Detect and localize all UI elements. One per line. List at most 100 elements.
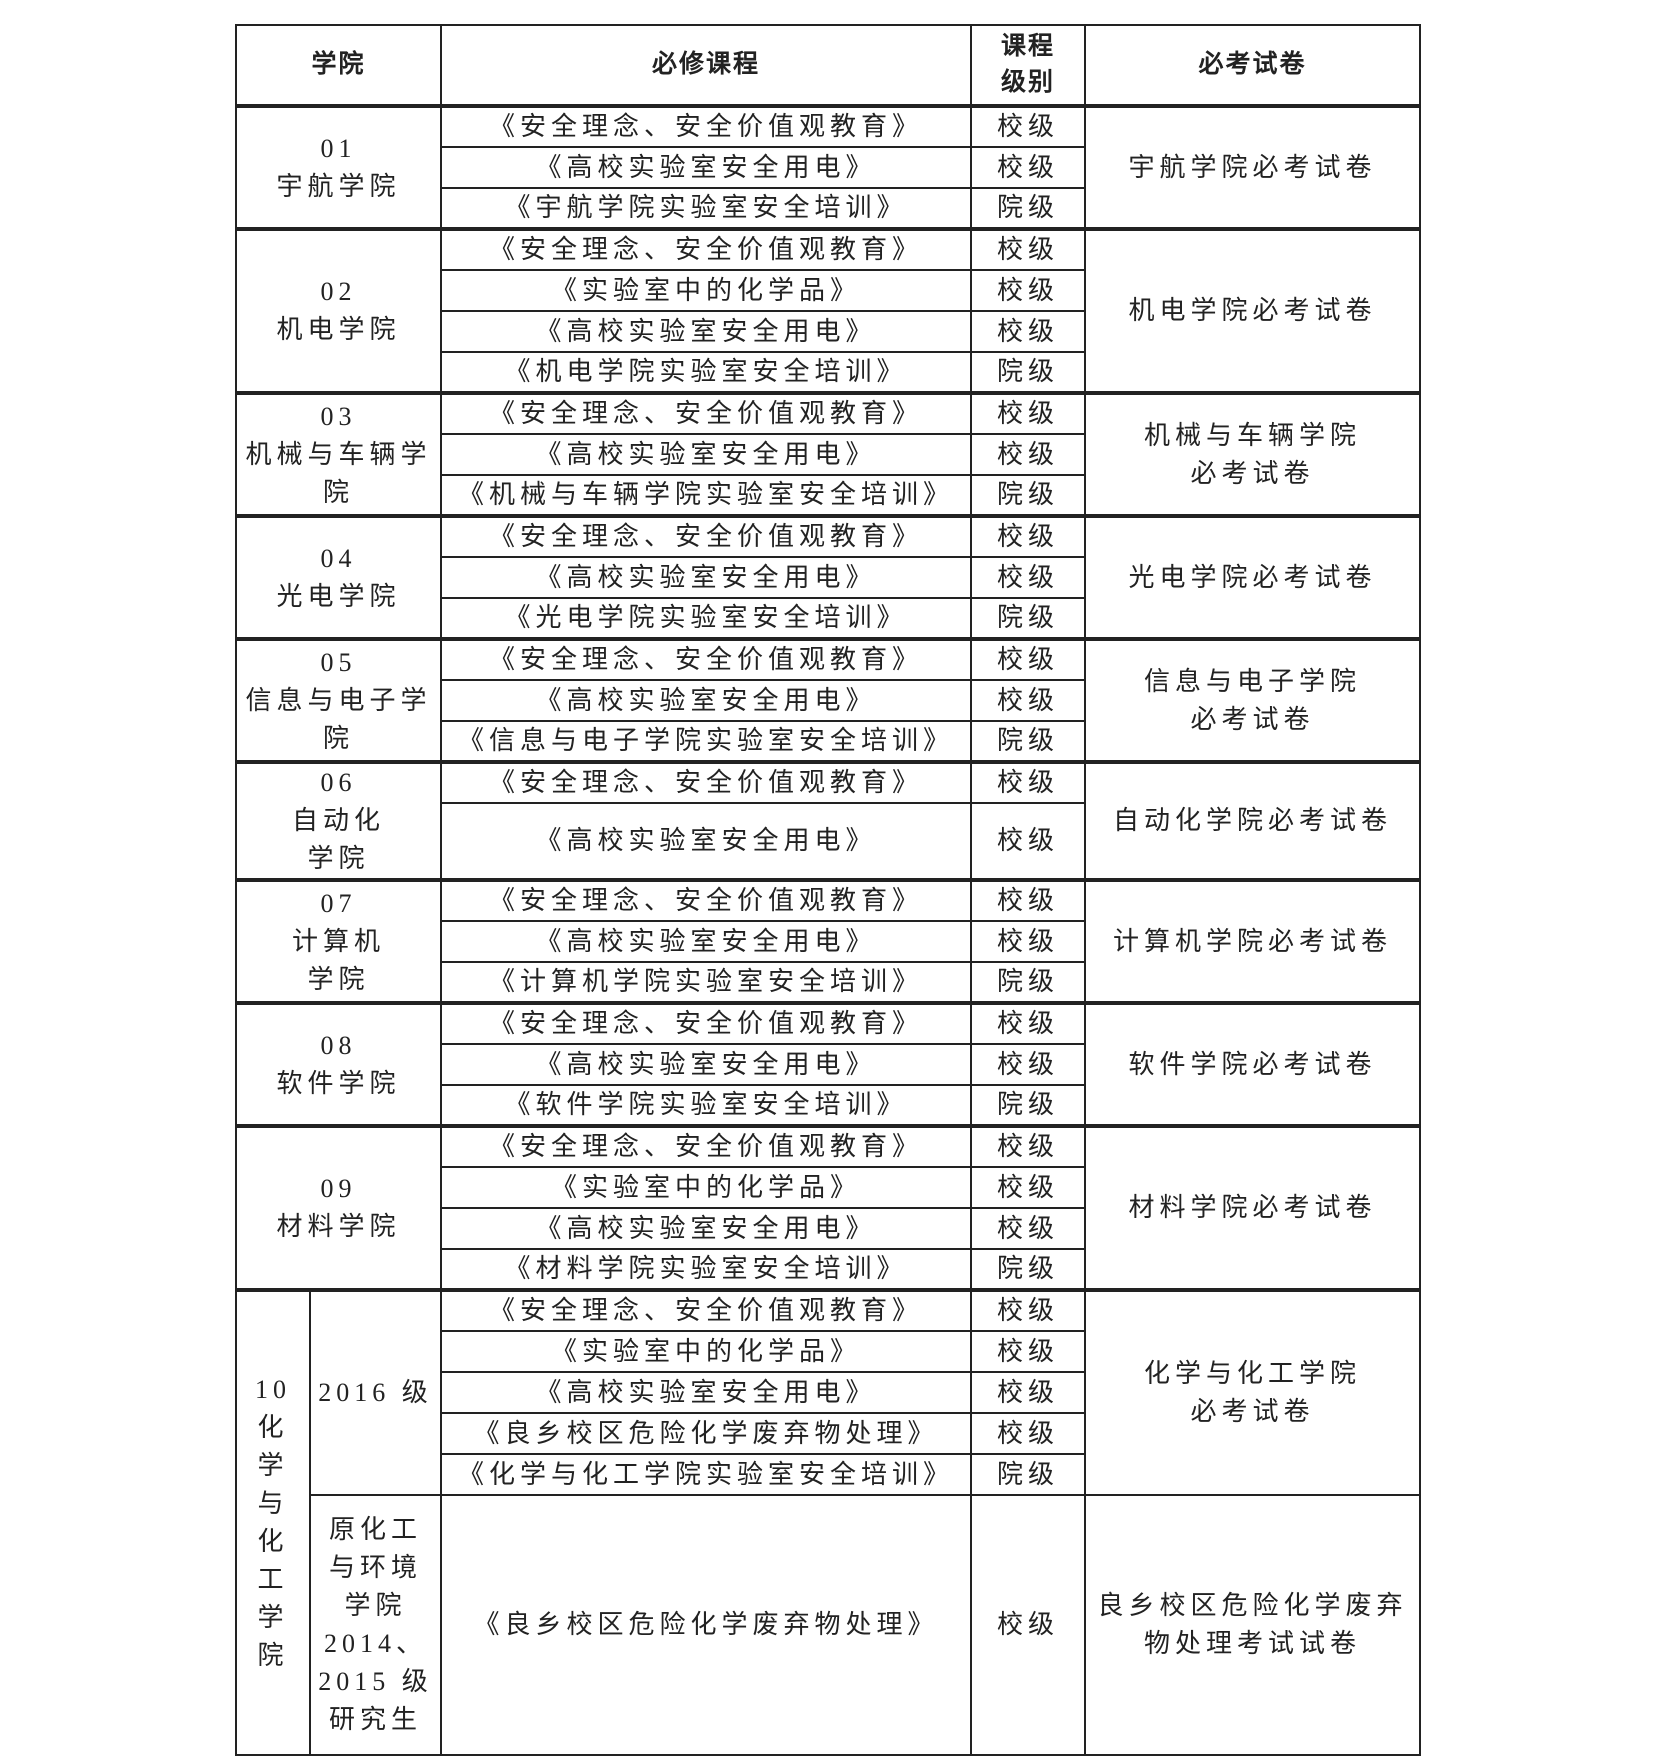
level-cell: 校级 [970,1124,1087,1168]
exam-cell: 良乡校区危险化学废弃 物处理考试试卷 [1084,1494,1422,1756]
college-name: 院 [323,723,355,753]
course-level: 院级 [997,1254,1060,1283]
course-level: 院级 [997,726,1060,755]
college-name: 与 [257,1489,289,1518]
course-level: 校级 [997,112,1060,141]
header-text: 必考试卷 [1198,51,1307,78]
course-name: 《安全理念、安全价值观教育》 [489,886,924,915]
exam-cell: 信息与电子学院 必考试卷 [1084,637,1422,763]
course-cell: 《安全理念、安全价值观教育》 [440,227,973,271]
course-name: 《高校实验室安全用电》 [535,1049,877,1079]
course-row: 03 机械与车辆学院《安全理念、安全价值观教育》 校级 机械与车辆学院 必考试卷 [234,391,1422,517]
course-level: 校级 [997,826,1060,855]
course-name: 《高校实验室安全用电》 [535,562,877,592]
level-cell: 校级 [970,1288,1087,1332]
college-cell: 02 机电学院 [234,227,443,394]
course-cell: 《宇航学院实验室安全培训》 [440,187,973,230]
course-name: 《高校实验室安全用电》 [535,439,877,469]
course-row: 《高校实验室安全用电》 校级 [236,1371,1420,1414]
header-text: 课程 [1001,33,1056,60]
course-cell: 《机电学院实验室安全培训》 [440,351,973,394]
course-level: 院级 [997,603,1060,632]
course-name: 《高校实验室安全用电》 [535,926,877,956]
college-code: 06 [320,768,357,797]
exam-cell: 计算机学院必考试卷 [1084,878,1422,1004]
course-cell: 《高校实验室安全用电》 [440,556,973,599]
level-cell: 校级 [970,227,1087,271]
exam-name: 宇航学院必考试卷 [1128,152,1377,182]
college-cell: 05 信息与电子学院 [234,637,443,763]
exam-name: 材料学院必考试卷 [1128,1193,1377,1222]
course-level: 校级 [997,1296,1060,1325]
college-name: 院 [257,1641,289,1670]
course-name: 《安全理念、安全价值观教育》 [489,399,924,428]
table-body: 学院 必修课程 课程 级别 必考试卷 01 宇航学院 《安全理念、安全价值观教育》 校级… [234,24,1422,1756]
course-level: 校级 [997,645,1060,674]
course-cell: 《计算机学院实验室安全培训》 [440,961,973,1004]
college-cell: 03 机械与车辆学院 [234,391,443,517]
header-cell: 学院 [234,24,443,107]
course-cell: 《高校实验室安全用电》 [440,433,973,476]
course-level: 校级 [997,1009,1060,1038]
course-row: 《信息与电子学院实验室安全培训》 院级 [236,720,1420,763]
college-code: 10 [255,1375,291,1404]
college-cell: 04 光电学院 [234,514,443,640]
course-cell: 《安全理念、安全价值观教育》 [440,104,973,148]
level-cell: 校级 [970,514,1087,558]
level-cell: 校级 [970,1494,1087,1756]
course-row: 《高校实验室安全用电》 校级 [236,146,1420,189]
exam-name: 自动化学院必考试卷 [1113,806,1393,835]
course-name: 《良乡校区危险化学废弃物处理》 [473,1610,939,1639]
exam-cell: 机械与车辆学院 必考试卷 [1084,391,1422,517]
course-level: 校级 [997,1213,1060,1243]
header-text: 级别 [1001,69,1056,96]
course-row: 06 自动化 学院 《安全理念、安全价值观教育》 校级 自动化学院必考试卷 [234,760,1422,881]
course-row: 《材料学院实验室安全培训》 院级 [236,1248,1420,1291]
course-name: 《宇航学院实验室安全培训》 [504,193,908,222]
course-row: 05 信息与电子学院《安全理念、安全价值观教育》 校级 信息与电子学院 必考试卷 [234,637,1422,763]
level-cell: 校级 [970,802,1087,881]
exam-name: 必考试卷 [1190,458,1315,488]
level-cell: 校级 [970,146,1087,189]
level-cell: 校级 [970,920,1087,963]
course-level: 院级 [997,1459,1060,1489]
level-cell: 校级 [970,104,1087,148]
college-cell: 07 计算机 学院 [234,878,443,1004]
level-cell: 院级 [970,187,1087,230]
exam-name: 必考试卷 [1190,1397,1315,1426]
course-cell: 《软件学院实验室安全培训》 [440,1084,973,1127]
level-cell: 校级 [970,1207,1087,1250]
course-name: 《安全理念、安全价值观教育》 [489,112,924,141]
course-level: 院级 [997,480,1060,509]
course-level: 校级 [997,1377,1060,1407]
exam-name: 信息与电子学院 [1144,666,1362,696]
course-level: 院级 [997,357,1060,386]
course-row: 《良乡校区危险化学废弃物处理》 校级 [236,1412,1420,1455]
course-name: 《安全理念、安全价值观教育》 [489,1296,924,1325]
college-name: 化 [257,1413,289,1442]
course-level: 校级 [997,685,1060,715]
course-table: 学院 必修课程 课程 级别 必考试卷 01 宇航学院 《安全理念、安全价值观教育》 校级… [234,24,1422,1756]
level-cell: 校级 [970,760,1087,804]
college-code: 07 [320,888,357,918]
exam-name: 计算机学院必考试卷 [1113,926,1393,956]
course-name: 《安全理念、安全价值观教育》 [489,1132,924,1161]
course-name: 《高校实验室安全用电》 [535,826,877,855]
college-name: 学 [257,1451,289,1480]
course-cell: 《安全理念、安全价值观教育》 [440,1001,973,1045]
course-cell: 《高校实验室安全用电》 [440,1371,973,1414]
course-level: 校级 [997,235,1060,264]
header-text: 必修课程 [652,51,761,78]
course-name: 《软件学院实验室安全培训》 [504,1090,908,1119]
course-row: 《化学与化工学院实验室安全培训》 院级 [236,1453,1420,1496]
exam-name: 物处理考试试卷 [1144,1629,1362,1658]
course-cell: 《光电学院实验室安全培训》 [440,597,973,640]
level-cell: 院级 [970,1248,1087,1291]
exam-name: 软件学院必考试卷 [1128,1049,1377,1079]
header-cell: 必修课程 [440,24,973,107]
level-cell: 校级 [970,556,1087,599]
level-cell: 院级 [970,597,1087,640]
course-row: 07 计算机 学院 《安全理念、安全价值观教育》校级 计算机学院必考试卷 [234,878,1422,1004]
course-level: 校级 [997,316,1060,346]
